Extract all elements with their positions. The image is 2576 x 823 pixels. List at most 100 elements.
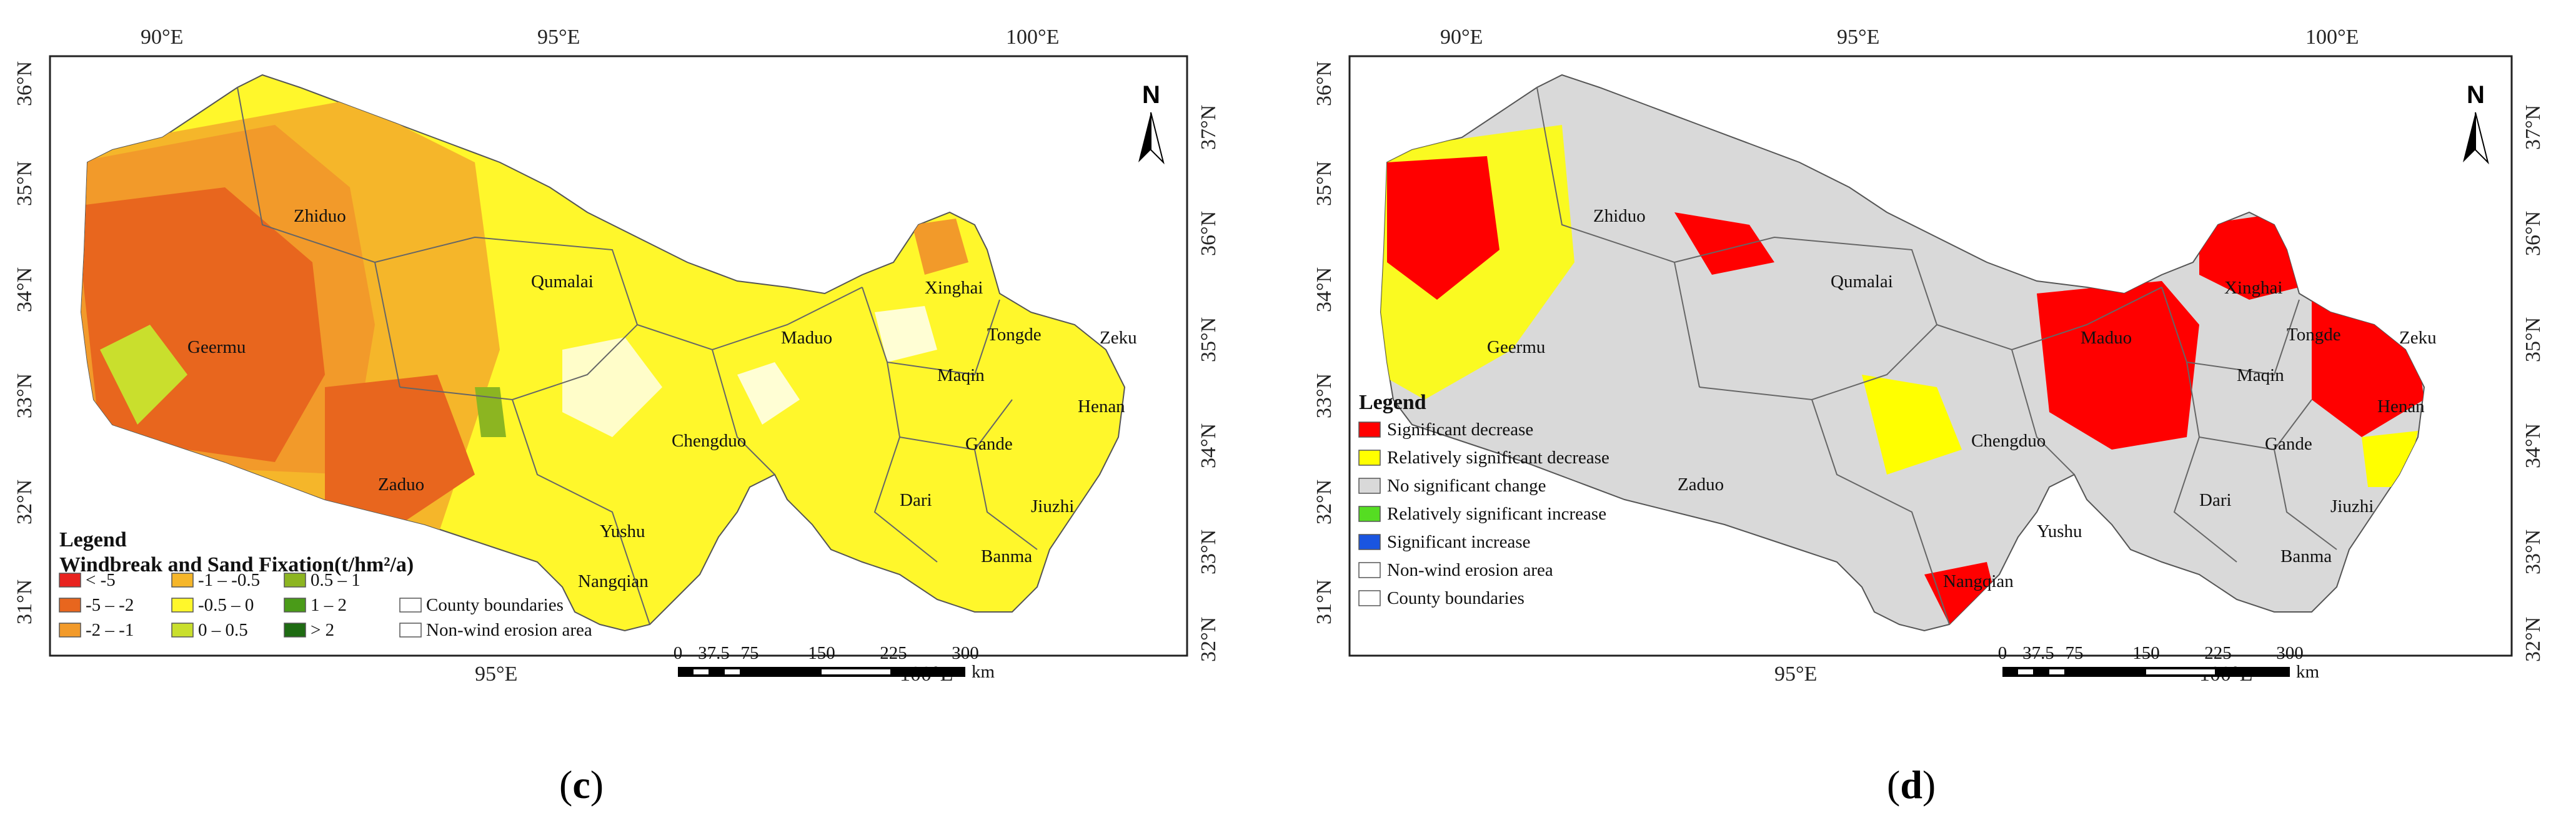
bottom-lon-label: 95°E	[475, 663, 517, 686]
legend-swatch	[1358, 534, 1381, 550]
legend-item: -5 – -2	[59, 595, 134, 615]
right-lat-label: 32°N	[2522, 617, 2545, 662]
scale-tick-label: 150	[808, 643, 835, 663]
legend-item: > 2	[284, 620, 334, 640]
legend-swatch	[284, 598, 306, 613]
top-lon-label: 90°E	[1440, 26, 1483, 49]
left-lat-label: 34°N	[1313, 267, 1336, 312]
legend-swatch	[171, 598, 194, 613]
top-lon-label: 95°E	[1837, 26, 1879, 49]
legend-swatch	[399, 598, 422, 613]
legend-c: Legend Windbreak and Sand Fixation(t/hm²…	[59, 528, 592, 640]
legend-item: 0 – 0.5	[171, 620, 248, 640]
county-label: Qumalai	[531, 272, 594, 292]
legend-swatch	[1358, 590, 1381, 606]
legend-subtitle: Windbreak and Sand Fixation(t/hm²/a)	[59, 553, 414, 576]
scale-tick-label: 300	[952, 643, 979, 663]
legend-item: County boundaries	[1358, 588, 1524, 608]
non-erosion-patch3-c	[875, 306, 937, 362]
county-label: Xinghai	[2224, 278, 2282, 298]
left-lat-label: 36°N	[1313, 61, 1336, 106]
scale-tick-label: 150	[2132, 643, 2160, 663]
zone-zaduo-orange-c	[325, 375, 475, 525]
county-boundaries-c	[237, 87, 1038, 625]
county-label: Banma	[2280, 546, 2332, 566]
study-region-d	[1380, 74, 2425, 632]
legend-label: -5 – -2	[86, 595, 134, 615]
county-label: Tongde	[2287, 325, 2341, 345]
legend-label: Relatively significant increase	[1387, 504, 1606, 524]
left-lat-label: 33°N	[1313, 373, 1336, 418]
scale-tick-label: 37.5	[2022, 643, 2054, 663]
scale-bar-segment	[2049, 669, 2064, 674]
left-lat-label: 32°N	[13, 480, 36, 525]
map-c-svg	[49, 55, 1188, 657]
left-lat-label: 33°N	[13, 373, 36, 418]
scale-unit: km	[2296, 662, 2320, 682]
county-boundaries-d	[1536, 87, 2337, 625]
legend-swatch	[59, 598, 81, 613]
zone-red-qumalai-d	[1674, 212, 1774, 275]
legend-label: < -5	[86, 570, 116, 590]
scale-unit: km	[972, 662, 995, 682]
legend-item: -2 – -1	[59, 620, 134, 640]
legend-title: Legend	[1359, 391, 1426, 414]
left-lat-label: 34°N	[13, 267, 36, 312]
legend-label: 1 – 2	[311, 595, 347, 615]
map-panel-c: 90°E 95°E 100°E 95°E 100°E 36°N 35°N 34°…	[0, 0, 1250, 823]
map-d-svg: 90°E 95°E 100°E 95°E 100°E 36°N 35°N 34°…	[1313, 26, 2545, 686]
legend-label: County boundaries	[426, 595, 564, 615]
scale-bar-segment	[2146, 669, 2215, 674]
scale-tick-label: 75	[2066, 643, 2084, 663]
legend-item: Significant increase	[1358, 532, 1531, 552]
county-label: Nangqian	[578, 571, 649, 591]
legend-title: Legend	[59, 528, 127, 551]
legend-swatch	[171, 573, 194, 588]
legend-swatch	[1358, 506, 1381, 522]
legend-d: Legend Significant decrease Relatively si…	[1358, 391, 1609, 608]
county-label: Zaduo	[1678, 475, 1724, 495]
legend-label: Relatively significant decrease	[1387, 448, 1609, 468]
legend-label: Significant decrease	[1387, 420, 1533, 440]
caption-open: (	[1887, 762, 1901, 807]
legend-item: Relatively significant increase	[1358, 504, 1606, 524]
left-lat-labels: 36°N 35°N 34°N 33°N 32°N 31°N	[13, 61, 36, 624]
top-lon-label: 95°E	[537, 26, 580, 49]
legend-item: County boundaries	[399, 595, 564, 615]
legend-swatch	[1358, 421, 1381, 438]
scale-bar-segment	[822, 669, 890, 674]
scale-bar-segment	[694, 669, 709, 674]
caption-c: (c)	[559, 762, 604, 808]
legend-item: -1 – -0.5	[171, 570, 260, 590]
non-erosion-patch2-c	[737, 362, 800, 425]
right-lat-label: 36°N	[1197, 211, 1220, 256]
county-label: Zaduo	[378, 475, 424, 495]
caption-open: (	[559, 762, 573, 807]
legend-swatch	[1358, 450, 1381, 466]
legend-item: -0.5 – 0	[171, 595, 254, 615]
legend-label: -2 – -1	[86, 620, 134, 640]
county-label: Jiuzhi	[2330, 496, 2374, 516]
legend-swatch	[284, 623, 306, 638]
caption-letter: c	[572, 762, 590, 807]
left-lat-label: 31°N	[1313, 579, 1336, 624]
legend-label: -0.5 – 0	[198, 595, 254, 615]
north-arrow-icon: N	[2463, 81, 2489, 165]
left-lat-label: 32°N	[1313, 480, 1336, 525]
right-lat-labels: 37°N 36°N 35°N 34°N 33°N 32°N	[1197, 105, 1220, 662]
top-lon-label: 100°E	[1006, 26, 1059, 49]
legend-swatch	[1358, 478, 1381, 494]
zone-red-xinghai-d	[2199, 212, 2299, 300]
right-lat-label: 35°N	[2522, 317, 2545, 362]
top-lon-label: 90°E	[141, 26, 183, 49]
legend-label: Non-wind erosion area	[426, 620, 592, 640]
county-label: Tongde	[987, 325, 1042, 345]
county-label: Chengduo	[1971, 431, 2046, 451]
legend-label: Non-wind erosion area	[1387, 560, 1553, 580]
county-labels-d: Zhiduo Qumalai Geermu Maduo Xinghai Tong…	[1487, 206, 2437, 591]
legend-swatch	[59, 573, 81, 588]
legend-item: Non-wind erosion area	[399, 620, 592, 640]
zone-green-c	[100, 325, 187, 425]
scale-tick-label: 0	[1998, 643, 2007, 663]
left-lat-labels: 36°N 35°N 34°N 33°N 32°N 31°N	[1313, 61, 1336, 624]
